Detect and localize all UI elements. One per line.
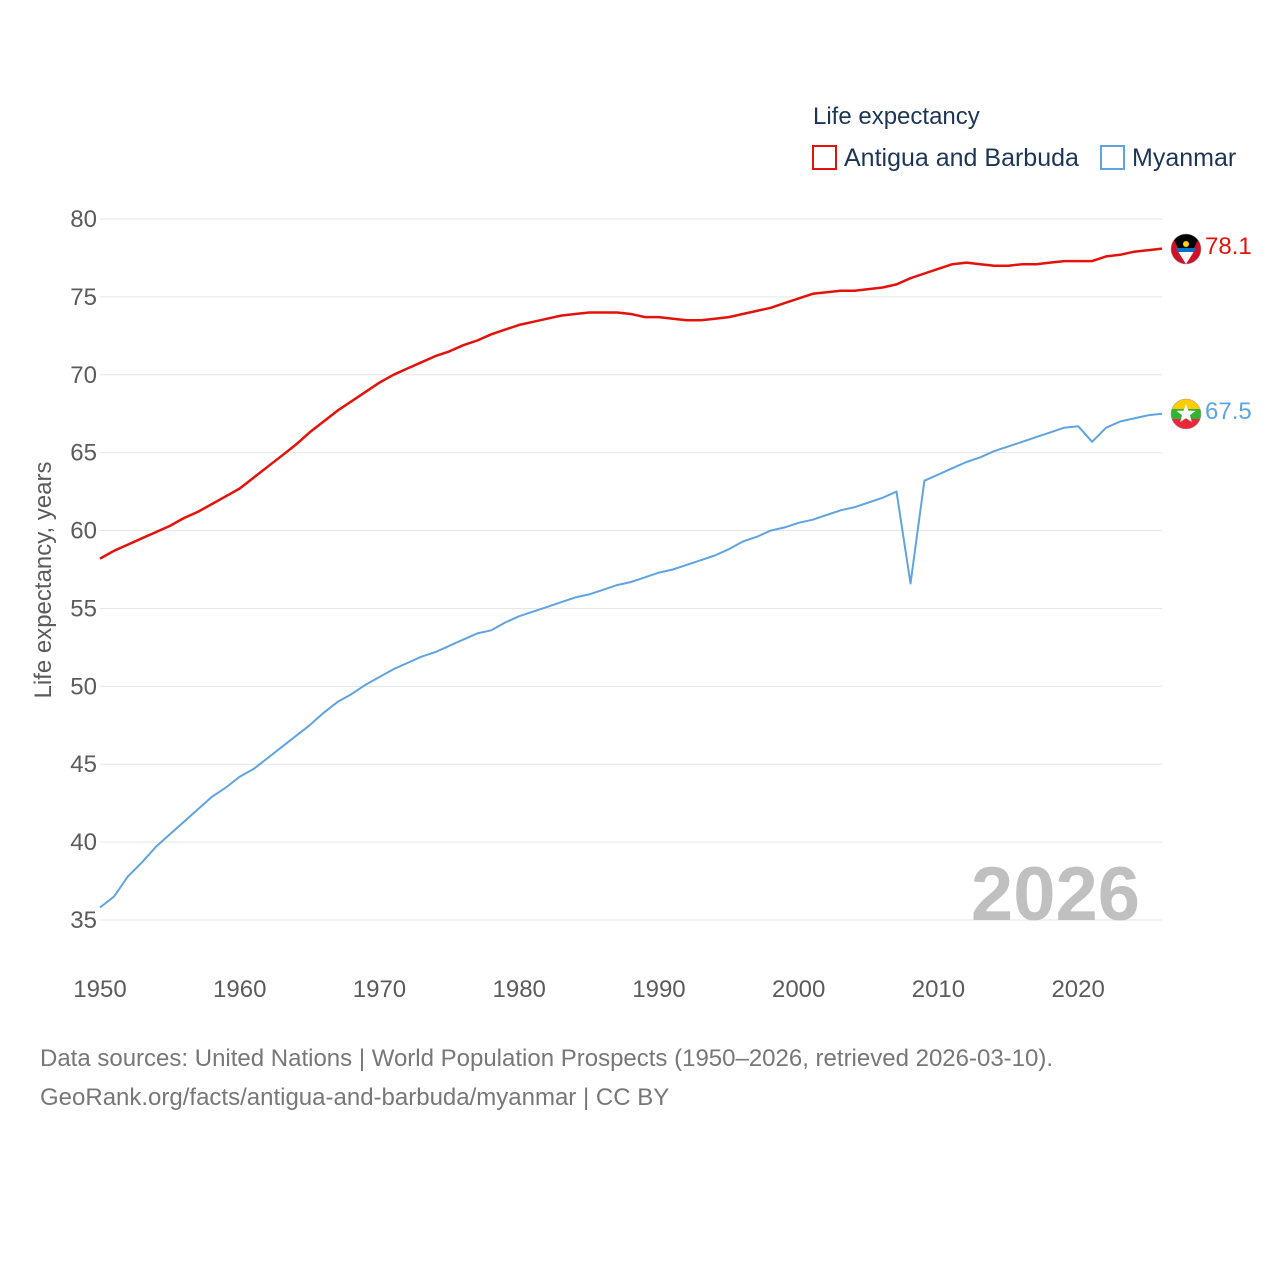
x-tick-label: 1980: [493, 976, 546, 1003]
y-tick-label: 60: [70, 518, 97, 545]
antigua-and-barbuda-flag-icon: [1170, 233, 1202, 265]
y-tick-label: 55: [70, 595, 97, 622]
y-tick-label: 80: [70, 206, 97, 233]
source-text: Data sources: United Nations | World Pop…: [40, 1045, 1054, 1072]
x-tick-label: 1990: [632, 976, 685, 1003]
x-tick-label: 1960: [213, 976, 266, 1003]
y-tick-label: 50: [70, 673, 97, 700]
source-link[interactable]: GeoRank.org/facts/antigua-and-barbuda/my…: [40, 1084, 670, 1111]
year-watermark: 2026: [971, 852, 1140, 937]
x-tick-label: 1970: [353, 976, 406, 1003]
x-tick-label: 2010: [912, 976, 965, 1003]
x-tick-label: 2020: [1051, 976, 1104, 1003]
end-value-antigua-and-barbuda: 78.1: [1205, 233, 1252, 260]
series-lines: [99, 247, 1163, 909]
y-tick-label: 45: [70, 751, 97, 778]
end-value-myanmar: 67.5: [1205, 398, 1252, 425]
legend-item-antigua-and-barbuda[interactable]: Antigua and Barbuda: [812, 144, 1079, 172]
x-tick-label: 1950: [73, 976, 126, 1003]
legend-title: Life expectancy: [813, 103, 980, 130]
legend-swatch-antigua-and-barbuda: [812, 145, 837, 170]
y-axis-title: Life expectancy, years: [30, 461, 57, 698]
y-tick-label: 35: [70, 907, 97, 934]
x-axis-ticks: 1950 1960 1970 1980 1990 2000 2010 2020: [73, 976, 1105, 1003]
y-tick-label: 75: [70, 284, 97, 311]
y-tick-label: 40: [70, 829, 97, 856]
y-tick-label: 65: [70, 440, 97, 467]
series-line-myanmar[interactable]: [99, 412, 1163, 909]
myanmar-flag-icon: [1170, 398, 1202, 430]
legend-label-myanmar: Myanmar: [1132, 144, 1236, 172]
legend-swatch-myanmar: [1100, 145, 1125, 170]
legend-item-myanmar[interactable]: Myanmar: [1100, 144, 1236, 172]
y-tick-label: 70: [70, 362, 97, 389]
y-axis-ticks: 35 40 45 50 55 60 65 70 75 80: [70, 206, 97, 934]
legend-label-antigua-and-barbuda: Antigua and Barbuda: [844, 144, 1079, 172]
grid: [100, 218, 1162, 921]
series-line-antigua-and-barbuda[interactable]: [99, 247, 1163, 560]
x-tick-label: 2000: [772, 976, 825, 1003]
